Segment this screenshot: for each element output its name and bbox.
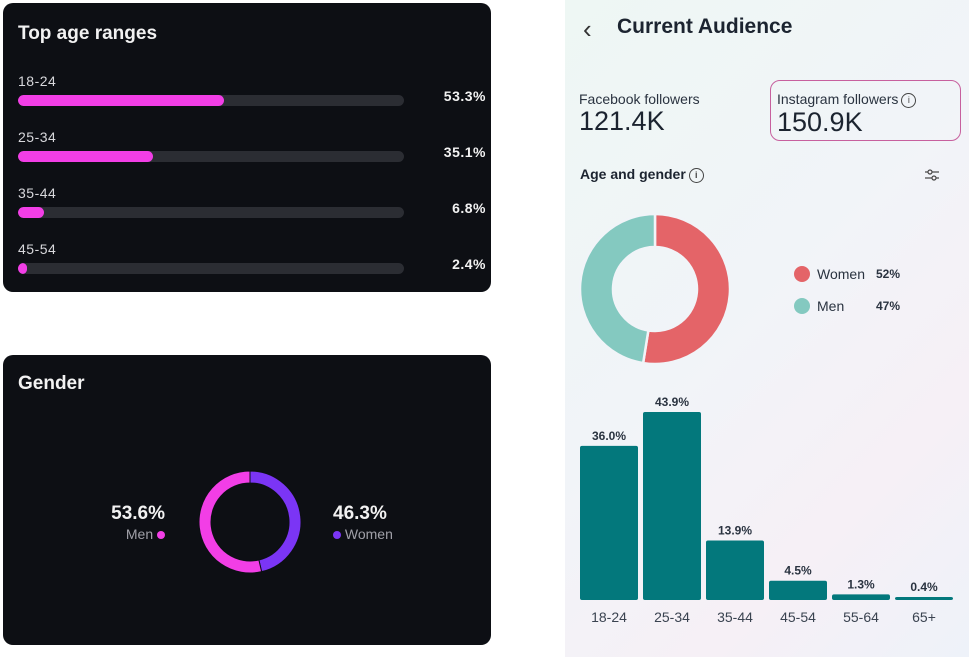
age-range-label: 35-44 <box>18 185 57 201</box>
age-range-label: 45-54 <box>18 241 57 257</box>
section-title-text: Age and gender <box>580 166 686 182</box>
instagram-followers-stat: Instagram followers i 150.9K <box>777 91 917 138</box>
gender-women-legend: 46.3% Women <box>333 503 393 542</box>
age-row: 25-34 35.1% <box>18 129 486 169</box>
gender-men-legend: 53.6% Men <box>111 503 165 542</box>
age-range-label: 18-24 <box>18 73 57 89</box>
age-bar-track <box>18 151 404 162</box>
gender-donut-chart <box>198 470 302 574</box>
section-title: Age and gender i <box>580 166 704 183</box>
card-title: Gender <box>18 373 85 394</box>
donut-slice-women <box>249 470 302 573</box>
legend-label: Men <box>817 298 845 314</box>
donut-slice-men <box>579 213 657 365</box>
instagram-followers-value: 150.9K <box>777 106 863 137</box>
bar-35-44 <box>706 540 764 600</box>
bar-18-24 <box>580 445 638 600</box>
instagram-followers-card[interactable] <box>770 80 961 141</box>
bar-category-label: 55-64 <box>843 609 879 625</box>
age-bar-track <box>18 95 404 106</box>
bar-65+ <box>895 597 953 600</box>
legend-item-men: Men 47% <box>794 290 900 322</box>
info-icon[interactable]: i <box>901 92 917 108</box>
age-bar-fill <box>18 263 28 274</box>
men-value: 53.6% <box>111 503 165 524</box>
age-gender-donut-chart <box>579 213 731 365</box>
bar-value-label: 1.3% <box>847 577 875 591</box>
bar-value-label: 43.9% <box>655 395 689 409</box>
donut-slice-men <box>198 470 263 574</box>
age-row: 35-44 6.8% <box>18 185 486 225</box>
bar-value-label: 13.9% <box>718 523 752 537</box>
legend-value: 52% <box>876 267 901 281</box>
donut-slice-women <box>641 213 731 365</box>
age-row: 45-54 2.4% <box>18 241 486 281</box>
bar-category-label: 45-54 <box>780 609 816 625</box>
current-audience-panel: ‹ Current Audience Facebook followers 12… <box>565 0 969 657</box>
age-range-label: 25-34 <box>18 129 57 145</box>
bar-category-label: 25-34 <box>654 609 690 625</box>
age-percent: 53.3% <box>443 88 486 104</box>
info-icon[interactable]: i <box>688 167 704 183</box>
instagram-followers-label: Instagram followers <box>777 91 899 107</box>
age-bar-chart: 36.0% 18-24 43.9% 25-34 13.9% 35-44 4.5% 45-54 1… <box>580 395 953 625</box>
age-bar-track <box>18 207 404 218</box>
age-percent: 35.1% <box>443 144 486 160</box>
top-age-ranges-card: Top age ranges 18-24 53.3% 25-34 35.1% 35-44… <box>3 3 491 292</box>
bar-category-label: 35-44 <box>717 609 753 625</box>
men-label: Men <box>125 526 154 542</box>
age-bar-fill <box>18 207 45 218</box>
facebook-followers-stat: Facebook followers 121.4K <box>579 91 700 137</box>
women-dot-icon <box>333 531 341 540</box>
age-percent: 2.4% <box>452 256 486 272</box>
age-bar-track <box>18 263 404 274</box>
women-label: Women <box>344 526 393 542</box>
bar-55-64 <box>832 594 890 600</box>
bar-45-54 <box>769 580 827 600</box>
legend-item-women: Women 52% <box>794 258 900 290</box>
women-value: 46.3% <box>333 503 387 524</box>
age-gender-legend: Women 52% Men 47% <box>794 258 900 322</box>
gender-card: Gender 53.6% Men 46.3% Women <box>3 355 491 645</box>
bar-25-34 <box>643 412 701 600</box>
chevron-left-icon[interactable]: ‹ <box>583 14 592 44</box>
age-bar-fill <box>18 151 154 162</box>
facebook-followers-label: Facebook followers <box>579 91 700 107</box>
bar-value-label: 4.5% <box>784 564 812 578</box>
legend-value: 47% <box>876 299 901 313</box>
men-dot-icon <box>157 531 165 540</box>
bar-value-label: 0.4% <box>910 580 938 594</box>
bar-value-label: 36.0% <box>592 429 626 443</box>
legend-label: Women <box>817 266 865 282</box>
page-title: Current Audience <box>617 15 793 38</box>
bar-category-label: 18-24 <box>591 609 627 625</box>
bar-category-label: 65+ <box>912 609 936 625</box>
age-bar-fill <box>18 95 224 106</box>
age-row: 18-24 53.3% <box>18 73 486 113</box>
age-percent: 6.8% <box>452 200 486 216</box>
men-dot-icon <box>794 298 810 314</box>
sliders-icon[interactable] <box>923 166 941 184</box>
facebook-followers-value: 121.4K <box>579 106 665 136</box>
women-dot-icon <box>794 266 810 282</box>
card-title: Top age ranges <box>18 23 158 44</box>
